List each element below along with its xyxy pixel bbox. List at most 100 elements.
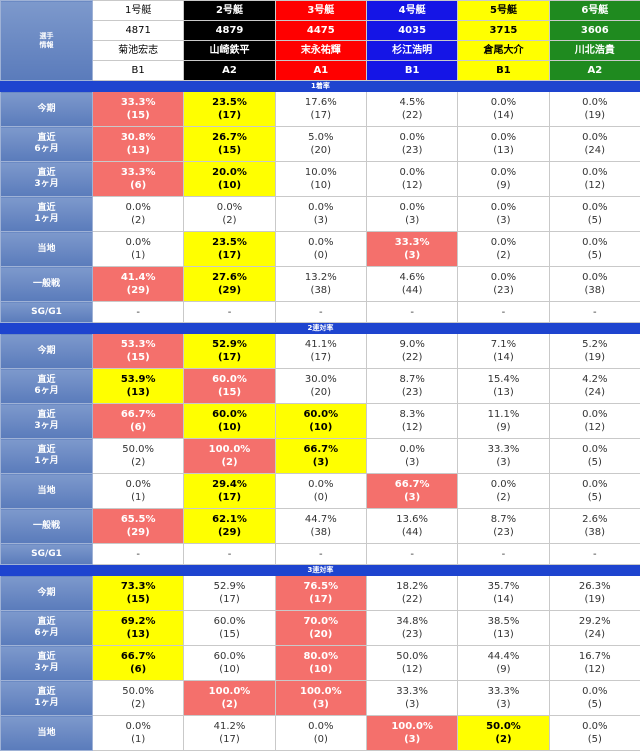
boat-5-grade: B1 — [457, 60, 550, 81]
stat-race-count: (38) — [584, 285, 606, 296]
stat-row-label-text: 一般戦 — [32, 520, 60, 531]
stat-race-count: (17) — [309, 594, 333, 605]
stat-cell-boat-1: 0.0% (1) — [91, 715, 185, 751]
stat-race-count: (5) — [587, 734, 602, 745]
stat-race-count: (2) — [131, 457, 146, 468]
stat-race-count: (3) — [404, 734, 421, 745]
stat-row-label-text: 直近 1ヶ月 — [34, 687, 59, 708]
stat-cell-boat-3: 41.1% (17) — [274, 333, 367, 369]
racer-info-label-text: 選手 情報 — [39, 31, 54, 49]
stat-row: 直近 1ヶ月 50.0% (2) 100.0% (2) 66.7% (3) 0.0% (3) 33… — [0, 438, 640, 474]
stat-cell-boat-6: 26.3% (19) — [548, 575, 640, 611]
stat-race-count: (14) — [493, 110, 514, 121]
stat-cell-boat-2: 60.0% (15) — [183, 610, 276, 646]
stat-percentage: 60.0% — [212, 409, 247, 420]
stat-row-label-text: 今期 — [37, 587, 56, 598]
stat-cell-boat-5: 50.0% (2) — [457, 715, 550, 751]
stat-row-label: 直近 6ヶ月 — [0, 126, 93, 162]
stat-percentage: 30.0% — [304, 374, 337, 385]
stat-race-count: (3) — [312, 699, 329, 710]
stat-percentage: 44.4% — [487, 651, 520, 662]
boat-5-boat: 5号艇 — [457, 0, 550, 21]
stat-race-count: (23) — [401, 387, 423, 398]
stat-percentage: 38.5% — [487, 616, 520, 627]
stat-cell-boat-2: 60.0% (15) — [183, 368, 276, 404]
header-row-grades: B1 A2 A1 B1 B1 A2 — [1, 60, 640, 81]
stat-percentage: 62.1% — [212, 514, 247, 525]
stat-race-count: (3) — [405, 699, 420, 710]
stat-percentage: 8.7% — [399, 374, 425, 385]
stat-cell-boat-1: 50.0% (2) — [91, 438, 185, 474]
stat-cell-boat-5: 0.0% (2) — [457, 473, 550, 509]
stat-cell-boat-6: 0.0% (12) — [548, 403, 640, 439]
stat-cell-boat-6: 0.0% (38) — [548, 266, 640, 302]
stat-race-count: (17) — [310, 352, 332, 363]
section-header: 1着率 — [0, 80, 640, 92]
boat-6-grade: A2 — [548, 60, 640, 81]
stat-race-count: (13) — [493, 629, 514, 640]
stat-race-count: (38) — [310, 285, 332, 296]
stat-percentage: 34.8% — [396, 616, 429, 627]
stat-cell-boat-1: 33.3% (15) — [91, 91, 185, 127]
stat-cell-boat-4: 8.7% (23) — [365, 368, 459, 404]
stat-race-count: (9) — [496, 422, 511, 433]
stat-race-count: (12) — [401, 422, 423, 433]
stat-cell-boat-4: 0.0% (3) — [365, 438, 459, 474]
stat-row-label: 直近 1ヶ月 — [0, 438, 93, 474]
boat-6-name: 川北浩貴 — [548, 40, 640, 61]
stat-row-label: 直近 1ヶ月 — [0, 196, 93, 232]
stat-cell-boat-5: 0.0% (9) — [457, 161, 550, 197]
stat-row-label-text: 直近 3ヶ月 — [34, 168, 59, 189]
stat-percentage: 29.2% — [578, 616, 611, 627]
stat-cell-boat-4: 4.6% (44) — [365, 266, 459, 302]
stat-cell-boat-2: 60.0% (10) — [183, 403, 276, 439]
stat-race-count: (24) — [584, 145, 606, 156]
stat-cell-boat-3: 76.5% (17) — [274, 575, 367, 611]
stat-cell-boat-4: 18.2% (22) — [365, 575, 459, 611]
stat-cell-boat-6: 0.0% (5) — [548, 438, 640, 474]
stat-race-count: (17) — [217, 110, 242, 121]
stat-percentage: 0.0% — [582, 237, 608, 248]
stat-race-count: (13) — [493, 387, 514, 398]
stat-row: 一般戦 41.4% (29) 27.6% (29) 13.2% (38) 4.6% (44) 0.… — [0, 266, 640, 302]
stat-race-count: (19) — [584, 110, 606, 121]
stat-cell-boat-1: 0.0% (1) — [91, 231, 185, 267]
stat-race-count: (3) — [404, 492, 421, 503]
stat-cell-boat-5: 44.4% (9) — [457, 645, 550, 681]
stat-race-count: (3) — [404, 250, 421, 261]
stat-cell-boat-5: 33.3% (3) — [457, 680, 550, 716]
stat-race-count: (3) — [496, 457, 511, 468]
stat-cell-boat-1: 73.3% (15) — [91, 575, 185, 611]
stat-race-count: (0) — [313, 734, 328, 745]
stat-cell-boat-3: 70.0% (20) — [274, 610, 367, 646]
stat-row-label: 一般戦 — [0, 266, 93, 302]
stat-race-count: (17) — [310, 110, 332, 121]
stat-percentage: 4.5% — [399, 97, 425, 108]
stat-cell-boat-6: 0.0% (5) — [548, 473, 640, 509]
stat-percentage: 0.0% — [490, 167, 517, 178]
stat-race-count: (6) — [130, 180, 147, 191]
stat-row: 今期 53.3% (15) 52.9% (17) 41.1% (17) 9.0% (22) 7.1… — [0, 333, 640, 369]
stat-percentage: 26.7% — [212, 132, 247, 143]
stat-percentage: 0.0% — [490, 202, 517, 213]
stat-percentage: 33.3% — [120, 97, 156, 108]
stat-race-count: (17) — [219, 734, 240, 745]
stat-cell-boat-2: 26.7% (15) — [183, 126, 276, 162]
boat-4-number: 4035 — [365, 20, 459, 41]
stat-cell-boat-4: 33.3% (3) — [365, 231, 459, 267]
boat-1-grade: B1 — [91, 60, 185, 81]
stat-cell-boat-4: 50.0% (12) — [365, 645, 459, 681]
stat-row-label: 今期 — [0, 575, 93, 611]
stat-race-count: (19) — [584, 352, 606, 363]
stat-cell-boat-4: - — [365, 543, 459, 565]
stat-race-count: (14) — [493, 594, 514, 605]
stat-cell-boat-6: 4.2% (24) — [548, 368, 640, 404]
stat-race-count: (10) — [309, 422, 333, 433]
boat-4-boat: 4号艇 — [365, 0, 459, 21]
stat-race-count: (10) — [217, 422, 242, 433]
stat-cell-boat-2: 23.5% (17) — [183, 231, 276, 267]
stat-cell-boat-6: 16.7% (12) — [548, 645, 640, 681]
stat-cell-boat-6: 5.2% (19) — [548, 333, 640, 369]
stat-cell-boat-2: 60.0% (10) — [183, 645, 276, 681]
stat-percentage: 20.0% — [212, 167, 247, 178]
